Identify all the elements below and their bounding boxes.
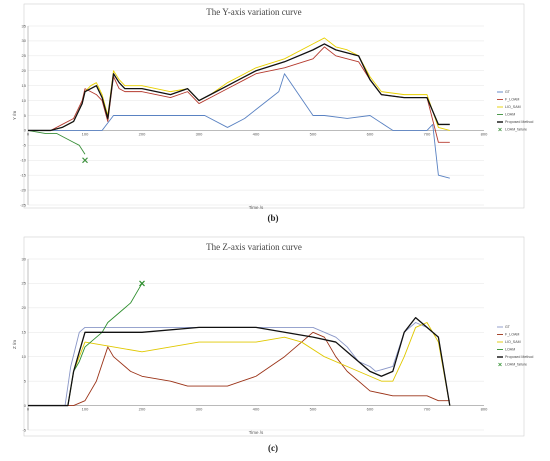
y-tick-label: -10 bbox=[20, 158, 27, 163]
y-tick-label: -25 bbox=[20, 202, 27, 207]
x-tick-label: 0 bbox=[27, 131, 30, 136]
x-tick-label: 800 bbox=[481, 407, 488, 412]
y-tick-label: 25 bbox=[22, 281, 27, 286]
x-tick-label: 100 bbox=[82, 407, 89, 412]
x-tick-label: 500 bbox=[310, 407, 317, 412]
chart-panel-2: The Z-axis variation curve -5 0 5 10 15 20 25 30… bbox=[12, 236, 533, 453]
chart-panel-1: The Y-axis variation curve -25 -20 -15 -10 -5… bbox=[12, 3, 533, 223]
x-tick-label: 800 bbox=[481, 131, 488, 136]
y-tick-label: -5 bbox=[22, 427, 26, 432]
x-tick-label: 700 bbox=[424, 407, 431, 412]
x-tick-label: 600 bbox=[367, 131, 374, 136]
y-tick-label: 35 bbox=[22, 23, 27, 28]
legend-label: Proposed Method bbox=[505, 355, 533, 359]
x-tick-label: 500 bbox=[310, 131, 317, 136]
legend-label: GT bbox=[505, 325, 511, 329]
y-tick-label: 30 bbox=[22, 256, 27, 261]
series-line-proposed-method bbox=[28, 43, 450, 132]
y-tick-label: 30 bbox=[22, 38, 27, 43]
legend-label: LIO_SAM bbox=[505, 105, 521, 109]
chart-title: The Z-axis variation curve bbox=[206, 242, 302, 252]
x-tick-label: 0 bbox=[27, 407, 30, 412]
legend-label: GT bbox=[505, 90, 511, 94]
legend-label: F_LOAM bbox=[505, 333, 519, 337]
y-axis-label: Y /m bbox=[12, 111, 17, 120]
legend-label: LOAM bbox=[505, 113, 515, 117]
y-tick-label: 10 bbox=[22, 98, 27, 103]
x-tick-label: 400 bbox=[253, 131, 260, 136]
y-tick-label: 25 bbox=[22, 53, 27, 58]
series-line-lio-sam bbox=[28, 322, 451, 407]
x-axis-label: Time /s bbox=[249, 430, 264, 435]
chart-title: The Y-axis variation curve bbox=[206, 7, 301, 17]
failure-marker bbox=[82, 157, 88, 164]
y-tick-label: 0 bbox=[24, 128, 27, 133]
y-tick-label: 5 bbox=[24, 113, 27, 118]
x-tick-label: 200 bbox=[139, 407, 146, 412]
legend-swatch bbox=[498, 362, 502, 367]
series-line-loam bbox=[27, 129, 86, 155]
x-tick-label: 200 bbox=[139, 131, 146, 136]
chart-frame bbox=[23, 3, 525, 209]
series-line-gt bbox=[28, 322, 451, 407]
figure-caption: (b) bbox=[268, 213, 279, 223]
legend-label: LIO_SAM bbox=[505, 340, 521, 344]
series-line-gt bbox=[28, 73, 450, 179]
x-tick-label: 100 bbox=[82, 131, 89, 136]
chart-frame bbox=[23, 236, 525, 437]
y-tick-label: 20 bbox=[22, 305, 27, 310]
legend-label: F_LOAM bbox=[505, 98, 519, 102]
y-tick-label: 10 bbox=[22, 354, 27, 359]
legend-label: Proposed Method bbox=[505, 120, 533, 124]
x-tick-label: 300 bbox=[196, 131, 203, 136]
x-axis-label: Time /s bbox=[249, 205, 264, 210]
y-tick-label: 15 bbox=[22, 83, 27, 88]
y-axis-label: Z /m bbox=[12, 340, 17, 349]
series-line-proposed-method bbox=[28, 316, 451, 407]
y-tick-label: 0 bbox=[24, 403, 27, 408]
y-tick-label: 15 bbox=[22, 330, 27, 335]
legend-label: LOAM bbox=[505, 348, 515, 352]
failure-marker bbox=[139, 280, 145, 287]
legend-label: LOAM_failure bbox=[505, 363, 527, 367]
x-tick-label: 600 bbox=[367, 407, 374, 412]
x-tick-label: 300 bbox=[196, 407, 203, 412]
y-tick-label: 5 bbox=[24, 378, 27, 383]
y-tick-label: -5 bbox=[22, 143, 26, 148]
figure-caption: (c) bbox=[268, 443, 278, 453]
x-tick-label: 700 bbox=[424, 131, 431, 136]
y-tick-label: -15 bbox=[20, 172, 27, 177]
legend-label: LOAM_failure bbox=[505, 128, 527, 132]
y-tick-label: -20 bbox=[20, 187, 27, 192]
x-tick-label: 400 bbox=[253, 407, 260, 412]
series-line-f-loam bbox=[28, 331, 450, 407]
y-tick-label: 20 bbox=[22, 68, 27, 73]
legend-swatch bbox=[498, 127, 502, 132]
